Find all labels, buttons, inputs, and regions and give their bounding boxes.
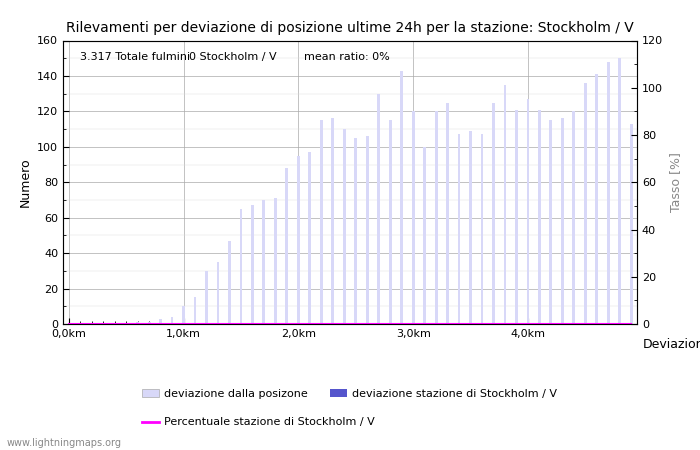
Text: mean ratio: 0%: mean ratio: 0% xyxy=(304,52,390,62)
Bar xyxy=(561,118,564,324)
Bar xyxy=(389,120,391,324)
Bar xyxy=(458,135,461,324)
Bar xyxy=(481,135,484,324)
Bar xyxy=(503,85,506,324)
Bar xyxy=(228,241,231,324)
Bar xyxy=(469,131,472,324)
Bar xyxy=(573,112,575,324)
Bar xyxy=(584,83,587,324)
Bar xyxy=(354,138,357,324)
Bar xyxy=(538,110,541,324)
Bar xyxy=(424,147,426,324)
Text: 0 Stockholm / V: 0 Stockholm / V xyxy=(189,52,277,62)
Text: 3.317 Totale fulmini: 3.317 Totale fulmini xyxy=(80,52,190,62)
Bar xyxy=(607,62,610,324)
Bar xyxy=(618,58,621,324)
Bar xyxy=(400,71,403,324)
Bar xyxy=(515,110,518,324)
Bar xyxy=(446,103,449,324)
Bar xyxy=(262,200,265,324)
Bar xyxy=(320,120,323,324)
Bar xyxy=(148,322,150,324)
Text: www.lightningmaps.org: www.lightningmaps.org xyxy=(7,438,122,448)
Bar xyxy=(377,94,380,324)
Bar xyxy=(550,120,552,324)
Bar xyxy=(182,306,185,324)
Bar xyxy=(286,168,288,324)
Bar xyxy=(251,205,254,324)
Bar xyxy=(136,322,139,324)
Bar xyxy=(194,297,197,324)
Bar xyxy=(297,156,300,324)
Bar xyxy=(596,74,598,324)
Bar xyxy=(492,103,495,324)
Bar xyxy=(205,271,208,324)
Bar xyxy=(366,136,369,324)
Y-axis label: Numero: Numero xyxy=(18,158,32,207)
Bar xyxy=(331,118,334,324)
Title: Rilevamenti per deviazione di posizione ultime 24h per la stazione: Stockholm / : Rilevamenti per deviazione di posizione … xyxy=(66,21,634,35)
Bar xyxy=(239,209,242,324)
Legend: Percentuale stazione di Stockholm / V: Percentuale stazione di Stockholm / V xyxy=(137,413,379,432)
Bar xyxy=(526,99,529,324)
Bar xyxy=(159,319,162,324)
Bar xyxy=(309,152,312,324)
Bar xyxy=(630,124,633,324)
Bar xyxy=(216,262,219,324)
Bar xyxy=(412,112,414,324)
Text: Deviazioni: Deviazioni xyxy=(643,338,700,351)
Bar xyxy=(435,112,438,324)
Bar xyxy=(171,317,174,324)
Bar xyxy=(343,129,346,324)
Y-axis label: Tasso [%]: Tasso [%] xyxy=(668,152,682,212)
Bar xyxy=(274,198,276,324)
